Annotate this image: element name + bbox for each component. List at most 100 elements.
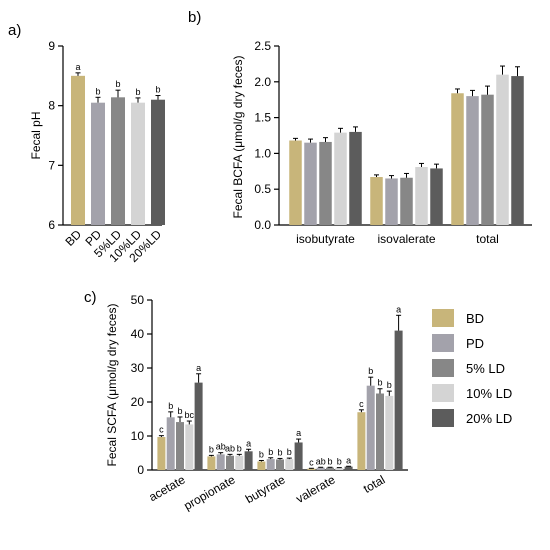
panel-a-bar bbox=[71, 75, 85, 225]
panel-b-bar bbox=[400, 177, 413, 225]
panel-a-bar bbox=[91, 102, 105, 225]
panel-a-significance-label: b bbox=[95, 86, 100, 96]
legend-swatch bbox=[432, 384, 454, 402]
panel-c-bar bbox=[157, 437, 166, 470]
panel-b-x-tick-label: isovalerate bbox=[377, 232, 435, 246]
panel-c-bar bbox=[194, 382, 203, 470]
panel-c-bar bbox=[216, 454, 225, 470]
panel-c-significance-label: ab bbox=[216, 442, 226, 452]
legend: BD PD 5% LD 10% LD 20% LD bbox=[432, 309, 512, 427]
panel-c-significance-label: a bbox=[346, 455, 351, 465]
panel-c-y-tick-label: 10 bbox=[131, 429, 145, 443]
panel-b-y-tick-label: 1.0 bbox=[254, 146, 271, 160]
panel-a-y-tick-label: 9 bbox=[48, 39, 55, 53]
panel-c-significance-label: c bbox=[359, 399, 364, 409]
panel-b-x-tick-label: isobutyrate bbox=[296, 232, 355, 246]
panel-c-significance-label: b bbox=[337, 457, 342, 467]
panel-b-x-tick-label: total bbox=[476, 232, 499, 246]
panel-a-significance-label: b bbox=[155, 85, 160, 95]
panel-c-x-tick-label: butyrate bbox=[243, 472, 288, 506]
panel-a-significance-label: b bbox=[135, 87, 140, 97]
panel-b-bar bbox=[349, 131, 362, 225]
legend-label: PD bbox=[466, 336, 484, 351]
panel-c-bar bbox=[226, 455, 234, 470]
panel-a-bar bbox=[111, 97, 125, 225]
panel-b-y-tick-label: 0.0 bbox=[254, 218, 271, 232]
panel-c-x-tick-label: total bbox=[361, 472, 388, 495]
panel-c-significance-label: ab bbox=[225, 443, 235, 453]
panel-c-y-tick-label: 50 bbox=[131, 293, 145, 307]
panel-c-y-tick-label: 30 bbox=[131, 361, 145, 375]
panel-b-bar bbox=[430, 168, 443, 225]
panel-b-bar bbox=[334, 132, 347, 225]
panel-a-x-tick-label: BD bbox=[62, 227, 84, 249]
panel-c-bar bbox=[166, 417, 175, 470]
panel-c-bar bbox=[357, 412, 366, 470]
panel-a-bar bbox=[151, 99, 165, 225]
panel-b-bar bbox=[415, 167, 428, 225]
legend-swatch bbox=[432, 409, 454, 427]
panel-c-significance-label: a bbox=[196, 363, 201, 373]
panel-a-y-axis-title: Fecal pH bbox=[29, 111, 43, 159]
panel-b-bar bbox=[370, 177, 383, 225]
legend-swatch bbox=[432, 359, 454, 377]
panel-c-significance-label: b bbox=[387, 380, 392, 390]
legend-swatch bbox=[432, 334, 454, 352]
panel-c-significance-label: b bbox=[259, 449, 264, 459]
panel-a-y-tick-label: 7 bbox=[48, 158, 55, 172]
panel-c-bar bbox=[257, 461, 266, 470]
panel-c-significance-label: b bbox=[168, 401, 173, 411]
panel-c-bar bbox=[335, 467, 344, 470]
panel-c-letter: c) bbox=[84, 289, 97, 306]
panel-c-bar bbox=[394, 330, 403, 470]
panel-c-significance-label: b bbox=[277, 447, 282, 457]
legend-swatch bbox=[432, 309, 454, 327]
panel-c-bar bbox=[326, 467, 334, 470]
panel-b-y-axis-title: Fecal BCFA (μmol/g dry feces) bbox=[231, 56, 245, 219]
legend-label: 10% LD bbox=[466, 386, 512, 401]
panel-c-significance-label: b bbox=[209, 444, 214, 454]
panel-c-bar bbox=[276, 459, 284, 470]
panel-c-significance-label: b bbox=[287, 447, 292, 457]
panel-a-y-tick-label: 6 bbox=[48, 218, 55, 232]
panel-c-significance-label: bc bbox=[185, 410, 195, 420]
panel-c-significance-label: b bbox=[368, 366, 373, 376]
panel-c-bar bbox=[344, 466, 353, 470]
panel-b-y-tick-label: 1.5 bbox=[254, 111, 271, 125]
panel-c-bar bbox=[176, 422, 184, 470]
panel-c-x-tick-label: propionate bbox=[181, 472, 237, 513]
panel-b-y-tick-label: 0.5 bbox=[254, 182, 271, 196]
panel-c-significance-label: b bbox=[177, 406, 182, 416]
panel-c-significance-label: b bbox=[268, 447, 273, 457]
panel-c-bar bbox=[307, 468, 316, 470]
panel-c-significance-label: a bbox=[246, 438, 251, 448]
panel-c-bar bbox=[285, 459, 294, 470]
panel-b-bar bbox=[511, 76, 524, 226]
panel-c-y-axis-title: Fecal SCFA (μmol/g dry feces) bbox=[105, 304, 119, 467]
panel-c-significance-label: b bbox=[327, 456, 332, 466]
panel-c-y-tick-label: 40 bbox=[131, 327, 145, 341]
panel-c-significance-label: b bbox=[237, 443, 242, 453]
panel-b-bar bbox=[451, 93, 464, 225]
panel-b-bar bbox=[385, 178, 398, 225]
panel-c-significance-label: a bbox=[396, 304, 401, 314]
panel-a-letter: a) bbox=[8, 22, 21, 39]
panel-c-bar bbox=[316, 467, 325, 470]
panel-b-letter: b) bbox=[188, 9, 201, 26]
panel-b-y-tick-label: 2.0 bbox=[254, 75, 271, 89]
panel-b-bar bbox=[319, 141, 332, 225]
panel-c-bar bbox=[185, 424, 194, 470]
panel-a-significance-label: a bbox=[75, 62, 80, 72]
panel-c-y-tick-label: 20 bbox=[131, 395, 145, 409]
panel-b-bar bbox=[466, 96, 479, 226]
panel-c-bar bbox=[385, 395, 394, 470]
panel-a-bar bbox=[131, 102, 145, 225]
legend-label: 5% LD bbox=[466, 361, 505, 376]
panel-c-bar bbox=[294, 442, 303, 470]
panel-c-bar bbox=[235, 455, 244, 470]
panel-b-bar bbox=[496, 74, 509, 225]
panel-c-significance-label: c bbox=[309, 457, 314, 467]
panel-c-significance-label: c bbox=[159, 425, 164, 435]
